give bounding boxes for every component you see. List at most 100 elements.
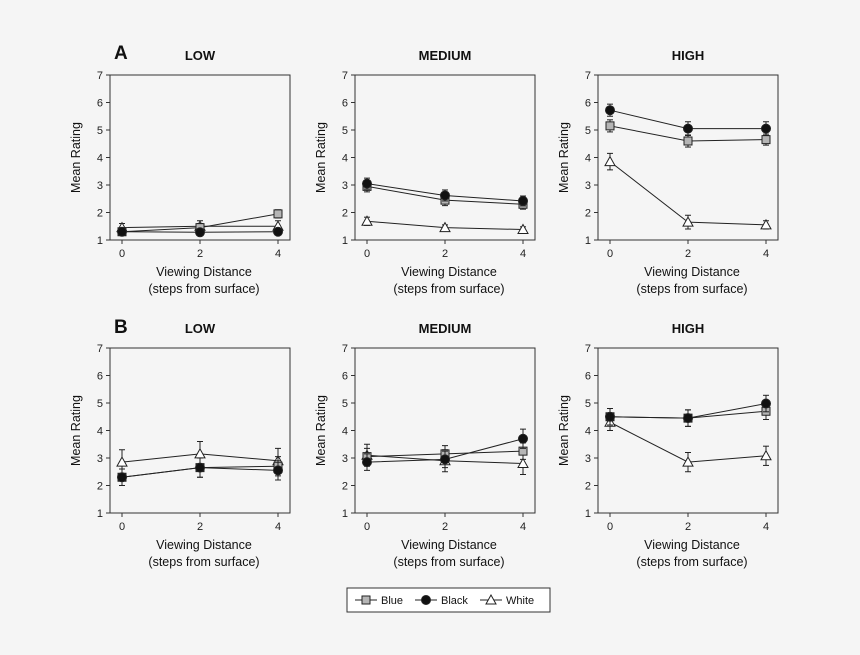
x-axis-label: Viewing Distance — [644, 265, 740, 279]
y-axis-label: Mean Rating — [69, 122, 83, 193]
x-tick-label: 0 — [119, 248, 125, 260]
series-black — [362, 428, 528, 471]
data-point — [518, 195, 528, 206]
x-axis-label: Viewing Distance — [401, 538, 497, 552]
data-point — [362, 457, 372, 468]
x-tick-label: 2 — [197, 248, 203, 260]
x-axis-label: (steps from surface) — [393, 555, 504, 569]
data-point — [604, 155, 616, 167]
data-point — [362, 178, 372, 189]
x-tick-label: 4 — [275, 248, 281, 260]
y-tick-label: 3 — [585, 453, 591, 465]
y-tick-label: 7 — [342, 70, 348, 82]
y-tick-label: 3 — [342, 180, 348, 192]
panel-label-a: A — [114, 43, 128, 64]
plot-frame — [109, 347, 291, 514]
y-tick-label: 5 — [97, 125, 103, 137]
data-point — [117, 226, 127, 237]
data-point — [761, 398, 771, 409]
legend: Blue Black White — [346, 587, 551, 613]
x-axis-label: (steps from surface) — [636, 282, 747, 296]
x-axis-label: Viewing Distance — [644, 538, 740, 552]
y-axis-label: Mean Rating — [314, 122, 328, 193]
x-tick-label: 0 — [364, 521, 370, 533]
chart-b-high: HIGH 1 2 3 4 5 6 7 0 2 4 Mean Rating Viewing Distanc… — [557, 321, 779, 569]
y-tick-label: 7 — [585, 343, 591, 355]
x-tick-label: 2 — [442, 521, 448, 533]
y-tick-label: 6 — [585, 98, 591, 110]
y-tick-label: 4 — [585, 153, 591, 165]
y-axis-label: Mean Rating — [314, 395, 328, 466]
legend-marker — [485, 593, 497, 605]
chart-b-medium: MEDIUM 1 2 3 4 5 6 7 0 2 4 Mean Rating Viewing Dista… — [314, 321, 536, 569]
x-tick-label: 0 — [607, 521, 613, 533]
data-point — [605, 105, 615, 116]
series-black — [605, 103, 771, 136]
data-point — [683, 413, 693, 424]
y-tick-label: 2 — [585, 208, 591, 220]
y-tick-label: 4 — [342, 426, 348, 438]
series-white — [361, 215, 529, 235]
legend-box — [346, 587, 551, 613]
data-point — [361, 215, 373, 226]
plot-frame — [354, 74, 536, 241]
x-tick-label: 4 — [763, 521, 769, 533]
data-point — [518, 433, 528, 444]
y-tick-label: 5 — [585, 125, 591, 137]
x-tick-label: 0 — [364, 248, 370, 260]
x-tick-label: 2 — [685, 521, 691, 533]
y-tick-label: 6 — [585, 371, 591, 383]
chart-title: MEDIUM — [419, 48, 472, 63]
data-point — [517, 457, 529, 468]
chart-a-medium: MEDIUM 1 2 3 4 5 6 7 0 2 4 Mean Rating Viewing Dista… — [314, 48, 536, 296]
y-axis-label: Mean Rating — [557, 122, 571, 193]
data-point — [761, 135, 771, 145]
legend-marker — [361, 595, 371, 605]
data-point — [273, 465, 283, 476]
y-tick-label: 3 — [342, 453, 348, 465]
data-point — [605, 121, 615, 131]
data-point — [760, 449, 772, 461]
y-tick-label: 6 — [342, 371, 348, 383]
y-tick-label: 2 — [97, 208, 103, 220]
data-point — [682, 456, 694, 467]
data-point — [440, 190, 450, 201]
y-tick-label: 5 — [97, 398, 103, 410]
x-tick-label: 4 — [763, 248, 769, 260]
data-point — [605, 411, 615, 422]
y-tick-label: 1 — [342, 235, 348, 247]
y-tick-label: 7 — [97, 70, 103, 82]
x-tick-label: 0 — [119, 521, 125, 533]
y-tick-label: 7 — [97, 343, 103, 355]
y-tick-label: 2 — [97, 481, 103, 493]
chart-grid: LOW 1 2 3 4 5 6 7 0 2 4 Mean Rating Viewing Distance… — [69, 48, 779, 569]
y-tick-label: 3 — [585, 180, 591, 192]
y-tick-label: 5 — [342, 125, 348, 137]
x-axis-label: Viewing Distance — [401, 265, 497, 279]
data-point — [116, 456, 128, 467]
series-black — [117, 226, 283, 238]
x-axis-label: Viewing Distance — [156, 265, 252, 279]
data-point — [195, 227, 205, 238]
chart-title: HIGH — [672, 48, 705, 63]
chart-title: LOW — [185, 321, 216, 336]
legend-marker — [421, 595, 431, 605]
x-tick-label: 0 — [607, 248, 613, 260]
data-point — [682, 216, 694, 227]
y-tick-label: 1 — [585, 235, 591, 247]
series-black — [362, 177, 528, 207]
y-tick-label: 5 — [342, 398, 348, 410]
x-tick-label: 2 — [197, 521, 203, 533]
y-tick-label: 3 — [97, 180, 103, 192]
y-tick-label: 2 — [342, 481, 348, 493]
y-tick-label: 1 — [342, 508, 348, 520]
y-tick-label: 7 — [342, 343, 348, 355]
y-tick-label: 1 — [97, 508, 103, 520]
y-tick-label: 4 — [97, 426, 103, 438]
data-point — [760, 218, 772, 230]
plot-frame — [354, 347, 536, 514]
series-black — [117, 457, 283, 486]
chart-b-low: LOW 1 2 3 4 5 6 7 0 2 4 Mean Rating Viewing Distance… — [69, 321, 291, 569]
legend-item-white: White — [480, 593, 534, 607]
